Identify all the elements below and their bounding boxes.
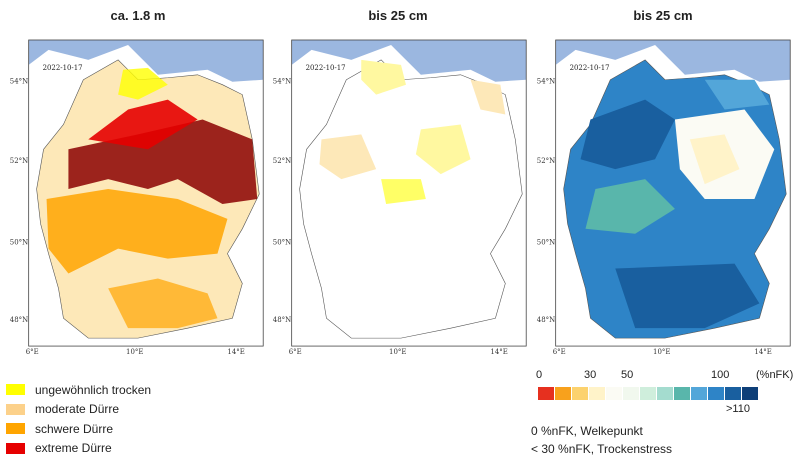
legend-label: moderate Dürre bbox=[35, 402, 119, 416]
lon-tick: 14°E bbox=[227, 348, 244, 356]
lon-tick: 6°E bbox=[553, 348, 566, 356]
lat-tick: 52°N bbox=[10, 157, 28, 165]
legend-item: ungewöhnlich trocken bbox=[6, 380, 151, 400]
lat-tick: 48°N bbox=[537, 316, 555, 324]
legend-swatch bbox=[6, 384, 25, 395]
lat-tick: 54°N bbox=[537, 78, 555, 86]
lat-tick: 48°N bbox=[273, 316, 291, 324]
lat-tick: 50°N bbox=[537, 239, 555, 247]
legend-swatch bbox=[6, 443, 25, 454]
scale-tick-0: 0 bbox=[536, 369, 542, 381]
colorbar-swatch bbox=[657, 387, 673, 400]
colorbar-swatch bbox=[674, 387, 690, 400]
lat-tick: 50°N bbox=[273, 239, 291, 247]
map-plant-available-water: 2022-10-17 54°N 52°N 50°N 48°N 6°E 10°E … bbox=[535, 38, 771, 346]
scale-tick-110: >110 bbox=[726, 403, 750, 415]
lat-tick: 54°N bbox=[273, 78, 291, 86]
scale-tick-30: 30 bbox=[584, 369, 596, 381]
legend-item: schwere Dürre bbox=[6, 419, 151, 439]
lat-tick: 52°N bbox=[537, 157, 555, 165]
lon-tick: 10°E bbox=[126, 348, 143, 356]
panel-title-3: bis 25 cm bbox=[543, 8, 783, 23]
lon-tick: 6°E bbox=[289, 348, 302, 356]
legend-label: ungewöhnlich trocken bbox=[35, 383, 151, 397]
lat-tick: 54°N bbox=[10, 78, 28, 86]
colorbar-swatch bbox=[572, 387, 588, 400]
drought-legend: ungewöhnlich trocken moderate Dürre schwer… bbox=[6, 380, 151, 458]
legend-label: schwere Dürre bbox=[35, 422, 113, 436]
legend-swatch bbox=[6, 423, 25, 434]
note-drought-stress: < 30 %nFK, Trockenstress bbox=[531, 442, 672, 456]
scale-tick-50: 50 bbox=[621, 369, 633, 381]
colorbar-swatch bbox=[589, 387, 605, 400]
lat-tick: 50°N bbox=[10, 239, 28, 247]
scale-unit: (%nFK) bbox=[756, 369, 793, 381]
colorbar-swatch bbox=[538, 387, 554, 400]
date-label-1: 2022-10-17 bbox=[43, 64, 83, 72]
panel-title-1: ca. 1.8 m bbox=[18, 8, 258, 23]
legend-swatch bbox=[6, 404, 25, 415]
colorbar-swatch bbox=[623, 387, 639, 400]
note-wilting-point: 0 %nFK, Welkepunkt bbox=[531, 424, 643, 438]
colorbar-swatch bbox=[725, 387, 741, 400]
lon-tick: 6°E bbox=[26, 348, 39, 356]
colorbar-swatch bbox=[742, 387, 758, 400]
legend-item: moderate Dürre bbox=[6, 400, 151, 420]
map-total-soil-drought: 2022-10-17 54°N 52°N 50°N 48°N 6°E 10°E … bbox=[8, 38, 244, 346]
lat-tick: 52°N bbox=[273, 157, 291, 165]
legend-label: extreme Dürre bbox=[35, 441, 112, 455]
scale-tick-100: 100 bbox=[711, 369, 729, 381]
colorbar-swatch bbox=[555, 387, 571, 400]
date-label-2: 2022-10-17 bbox=[306, 64, 346, 72]
lon-tick: 14°E bbox=[754, 348, 771, 356]
lon-tick: 10°E bbox=[653, 348, 670, 356]
map-topsoil-drought: 2022-10-17 54°N 52°N 50°N 48°N 6°E 10°E … bbox=[271, 38, 507, 346]
colorbar-swatch bbox=[640, 387, 656, 400]
colorbar-swatch bbox=[606, 387, 622, 400]
date-label-3: 2022-10-17 bbox=[570, 64, 610, 72]
lon-tick: 10°E bbox=[389, 348, 406, 356]
lat-tick: 48°N bbox=[10, 316, 28, 324]
nfk-colorbar bbox=[538, 387, 758, 400]
panel-title-2: bis 25 cm bbox=[278, 8, 518, 23]
lon-tick: 14°E bbox=[490, 348, 507, 356]
colorbar-swatch bbox=[691, 387, 707, 400]
colorbar-swatch bbox=[708, 387, 724, 400]
legend-item: extreme Dürre bbox=[6, 439, 151, 458]
